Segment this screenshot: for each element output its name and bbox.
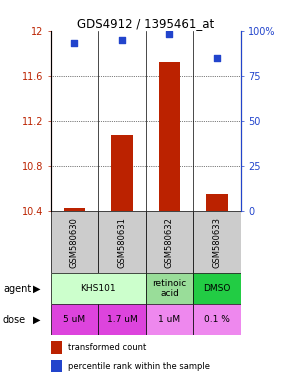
- Bar: [51, 360, 62, 372]
- Text: GSM580631: GSM580631: [117, 217, 126, 268]
- Bar: [193, 273, 241, 304]
- Text: GSM580632: GSM580632: [165, 217, 174, 268]
- Bar: [51, 304, 98, 335]
- Bar: [159, 62, 180, 211]
- Point: [120, 37, 124, 43]
- Bar: [146, 273, 193, 304]
- Text: 5 uM: 5 uM: [64, 315, 86, 324]
- Point: [72, 40, 77, 46]
- Text: 1 uM: 1 uM: [158, 315, 181, 324]
- Bar: [98, 211, 146, 273]
- Text: percentile rank within the sample: percentile rank within the sample: [68, 361, 210, 371]
- Point: [215, 55, 219, 61]
- Bar: [111, 134, 133, 211]
- Text: transformed count: transformed count: [68, 343, 146, 352]
- Bar: [51, 211, 98, 273]
- Bar: [146, 211, 193, 273]
- Text: GSM580633: GSM580633: [213, 217, 222, 268]
- Text: KHS101: KHS101: [80, 284, 116, 293]
- Bar: [146, 304, 193, 335]
- Bar: [206, 194, 228, 211]
- Text: agent: agent: [3, 284, 31, 294]
- Text: GSM580630: GSM580630: [70, 217, 79, 268]
- Text: 0.1 %: 0.1 %: [204, 315, 230, 324]
- Text: ▶: ▶: [32, 314, 40, 324]
- Text: retinoic
acid: retinoic acid: [152, 279, 186, 298]
- Bar: [193, 211, 241, 273]
- Text: 1.7 uM: 1.7 uM: [107, 315, 137, 324]
- Point: [167, 31, 172, 37]
- Bar: [51, 341, 62, 354]
- Bar: [98, 304, 146, 335]
- Text: dose: dose: [3, 314, 26, 324]
- Bar: [64, 208, 85, 211]
- Title: GDS4912 / 1395461_at: GDS4912 / 1395461_at: [77, 17, 214, 30]
- Text: ▶: ▶: [32, 284, 40, 294]
- Bar: [193, 304, 241, 335]
- Text: DMSO: DMSO: [203, 284, 231, 293]
- Bar: [51, 273, 146, 304]
